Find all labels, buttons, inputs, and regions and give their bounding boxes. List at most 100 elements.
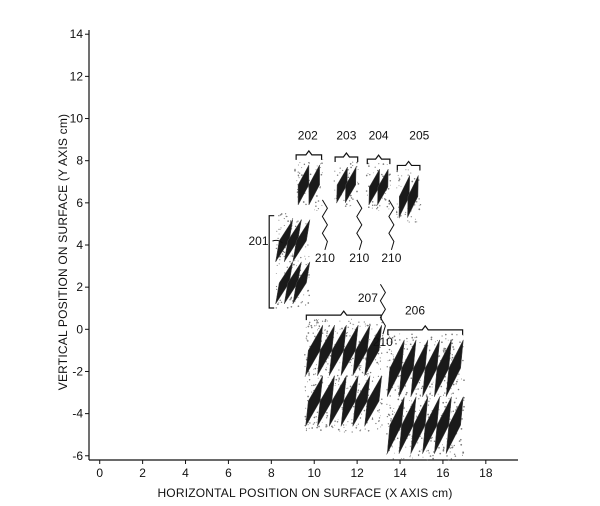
stipple-dot bbox=[367, 373, 369, 375]
stipple-dot bbox=[341, 327, 343, 330]
stipple-dot bbox=[435, 341, 437, 343]
pattern-mark bbox=[340, 375, 359, 427]
stipple-dot bbox=[418, 198, 420, 200]
stipple-dot bbox=[398, 387, 400, 389]
stipple-dot bbox=[297, 296, 299, 299]
stipple-dot bbox=[303, 163, 306, 166]
stipple-dot bbox=[389, 407, 392, 409]
stipple-dot bbox=[452, 383, 455, 386]
stipple-dot bbox=[389, 395, 391, 397]
stipple-dot bbox=[453, 444, 455, 447]
stipple-dot bbox=[422, 456, 424, 458]
stipple-dot bbox=[361, 371, 364, 374]
x-tick-label: 14 bbox=[393, 466, 407, 480]
stipple-dot bbox=[283, 224, 285, 227]
ref-label-210: 210 bbox=[381, 251, 401, 265]
stipple-dot bbox=[334, 424, 336, 426]
stipple-dot bbox=[317, 329, 318, 331]
stipple-dot bbox=[381, 335, 384, 337]
bracket-207 bbox=[305, 310, 382, 321]
pattern-mark bbox=[305, 324, 324, 376]
stipple-dot bbox=[339, 328, 341, 330]
stipple-dot bbox=[305, 337, 307, 339]
stipple-dot bbox=[280, 213, 283, 215]
stipple-dot bbox=[313, 416, 316, 419]
stipple-dot bbox=[315, 322, 318, 324]
stipple-dot bbox=[460, 378, 462, 380]
stipple-dot bbox=[378, 209, 380, 211]
stipple-dot bbox=[348, 200, 351, 202]
stipple-dot bbox=[358, 321, 360, 323]
stipple-dot bbox=[453, 453, 456, 456]
pattern-mark bbox=[398, 396, 417, 454]
stipple-dot bbox=[352, 161, 354, 163]
stipple-dot bbox=[388, 426, 390, 427]
stipple-dot bbox=[289, 299, 291, 301]
stipple-dot bbox=[380, 402, 383, 405]
stipple-dot bbox=[308, 274, 310, 276]
stipple-dot bbox=[447, 339, 449, 341]
stipple-dot bbox=[444, 405, 446, 408]
stipple-dot bbox=[304, 365, 306, 368]
stipple-dot bbox=[319, 187, 321, 189]
stipple-dot bbox=[419, 394, 422, 397]
ref-label-205: 205 bbox=[409, 129, 429, 143]
stipple-dot bbox=[338, 380, 340, 382]
tick-labels: 0 2 4 6 8 10 12 14 16 18 14 12 10 8 6 4 2 0 -2 -4 -6 bbox=[70, 27, 493, 480]
stipple-dot bbox=[390, 339, 393, 341]
stipple-dot bbox=[279, 214, 282, 216]
stipple-dot bbox=[387, 423, 390, 425]
stipple-dot bbox=[410, 377, 413, 380]
stipple-dot bbox=[314, 335, 316, 338]
stipple-dot bbox=[429, 398, 431, 400]
stipple-dot bbox=[390, 341, 392, 343]
stipple-dot bbox=[349, 335, 351, 337]
stipple-dot bbox=[397, 398, 400, 401]
y-tick-label: 8 bbox=[76, 154, 83, 168]
stipple-dot bbox=[450, 393, 452, 395]
stipple-dot bbox=[430, 391, 432, 393]
stipple-dot bbox=[320, 173, 323, 176]
stipple-dot bbox=[376, 361, 379, 364]
stipple-dot bbox=[308, 294, 310, 297]
stipple-dot bbox=[414, 204, 416, 206]
ref-label-210: 210 bbox=[349, 251, 369, 265]
stipple-dot bbox=[294, 225, 297, 228]
y-tick-label: 2 bbox=[76, 280, 83, 294]
pattern-mark bbox=[407, 175, 419, 218]
stipple-dot bbox=[301, 301, 303, 303]
stipple-dot bbox=[371, 417, 374, 419]
stipple-dot bbox=[412, 339, 414, 341]
stipple-dot bbox=[417, 455, 420, 457]
stipple-dot bbox=[313, 422, 316, 424]
stipple-dot bbox=[338, 369, 340, 371]
stipple-dot bbox=[319, 163, 322, 165]
pattern-mark bbox=[345, 166, 357, 203]
stipple-dot bbox=[386, 339, 388, 341]
stipple-dot bbox=[400, 185, 402, 187]
stipple-dot bbox=[407, 169, 409, 171]
stipple-dot bbox=[280, 227, 282, 229]
pattern-mark bbox=[305, 375, 324, 427]
stipple-dot bbox=[305, 263, 307, 266]
stipple-dot bbox=[311, 384, 313, 387]
stipple-dot bbox=[321, 421, 323, 423]
stipple-dot bbox=[379, 402, 381, 404]
stipple-dot bbox=[336, 332, 338, 334]
stipple-dot bbox=[388, 359, 391, 362]
stipple-dot bbox=[292, 255, 294, 258]
stipple-dot bbox=[371, 328, 373, 330]
stipple-dot bbox=[324, 319, 327, 321]
stipple-dot bbox=[395, 342, 397, 345]
stipple-dot bbox=[411, 333, 413, 336]
y-axis-label: VERTICAL POSITION ON SURFACE (Y AXIS cm) bbox=[56, 114, 70, 391]
stipple-dot bbox=[368, 430, 370, 431]
pattern-mark bbox=[434, 396, 452, 454]
stipple-dot bbox=[384, 199, 386, 201]
stipple-dot bbox=[371, 204, 374, 206]
stipple-dot bbox=[451, 356, 454, 359]
stipple-dot bbox=[429, 349, 431, 351]
stipple-dot bbox=[388, 202, 391, 205]
stipple-dot bbox=[368, 163, 370, 165]
stipple-dot bbox=[363, 321, 365, 323]
